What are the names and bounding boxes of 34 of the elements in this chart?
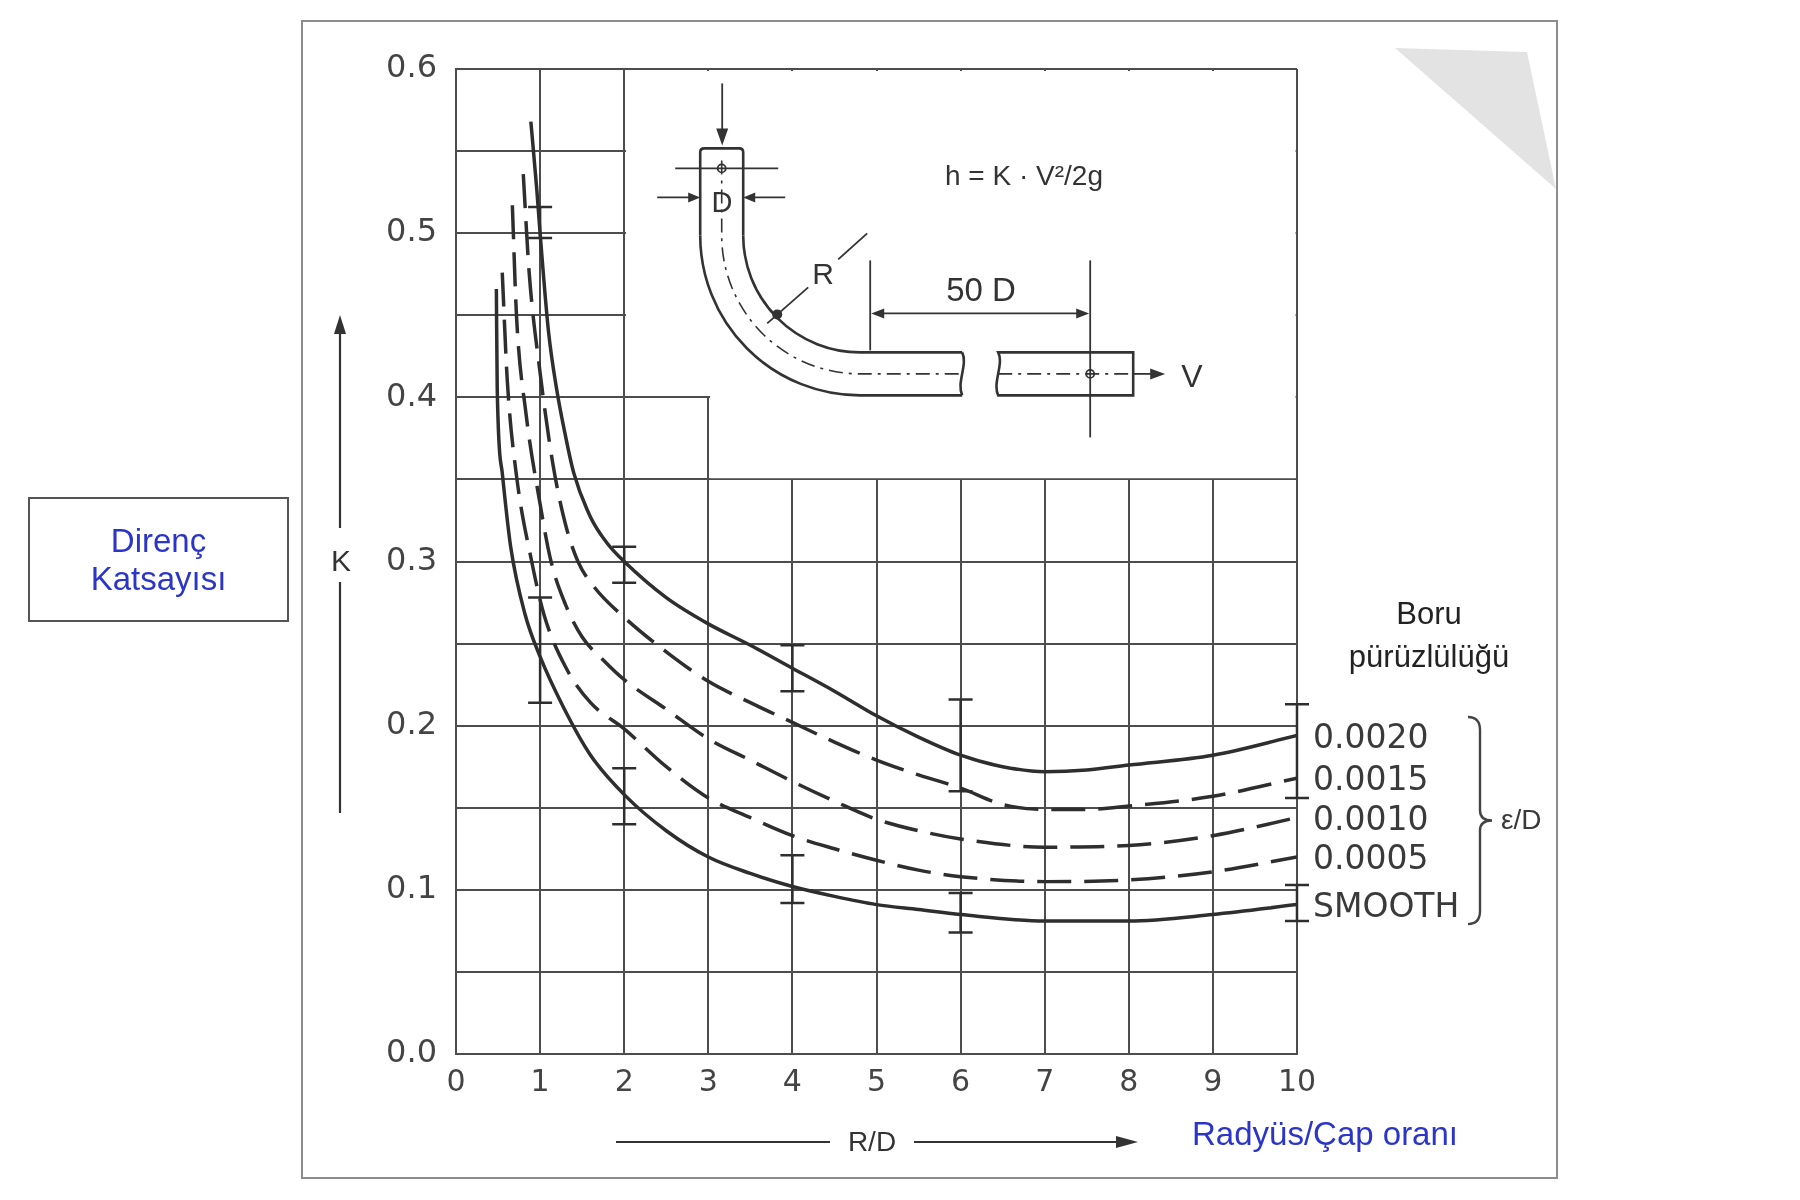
x-tick-label: 6 bbox=[951, 1062, 971, 1098]
series-label: 0.0010 bbox=[1313, 798, 1429, 838]
x-tick-label: 8 bbox=[1119, 1062, 1139, 1098]
x-tick-label: 1 bbox=[530, 1062, 550, 1098]
x-tick-label: 9 bbox=[1203, 1062, 1223, 1098]
annotation: h = K · V²/2g bbox=[945, 160, 1103, 193]
series-label: 0.0005 bbox=[1313, 837, 1429, 877]
y-tick-label: 0.3 bbox=[386, 539, 437, 578]
x-tick-label: 7 bbox=[1035, 1062, 1055, 1098]
y-axis-title: K bbox=[330, 543, 352, 579]
text: Direnç Katsayısı bbox=[89, 521, 228, 598]
y-tick-label: 0.5 bbox=[386, 211, 437, 250]
series-label: 0.0015 bbox=[1313, 758, 1429, 798]
x-axis-title: R/D bbox=[847, 1125, 897, 1159]
y-tick-label: 0.4 bbox=[386, 375, 437, 414]
y-tick-label: 0.1 bbox=[386, 868, 437, 907]
x-tick-label: 3 bbox=[698, 1062, 718, 1098]
y-tick-label: 0.6 bbox=[386, 47, 437, 86]
y-tick-label: 0.0 bbox=[386, 1032, 437, 1071]
annotation: R bbox=[812, 256, 834, 292]
annotation: 50 D bbox=[946, 271, 1016, 309]
series-label: SMOOTH bbox=[1313, 885, 1460, 925]
legend-title: Boru pürüzlülüğü bbox=[1347, 594, 1511, 676]
x-tick-label: 4 bbox=[782, 1062, 802, 1098]
x-tick-label: 2 bbox=[614, 1062, 634, 1098]
annotation: D bbox=[711, 186, 733, 220]
y-tick-label: 0.2 bbox=[386, 703, 437, 742]
series-label: 0.0020 bbox=[1313, 716, 1429, 756]
text: Radyüs/Çap oranı bbox=[1192, 1115, 1458, 1153]
annotation: V bbox=[1181, 357, 1203, 395]
text: ε/D bbox=[1501, 803, 1542, 837]
x-tick-label: 5 bbox=[866, 1062, 887, 1098]
x-tick-label: 10 bbox=[1277, 1062, 1317, 1098]
x-tick-label: 0 bbox=[446, 1062, 466, 1098]
